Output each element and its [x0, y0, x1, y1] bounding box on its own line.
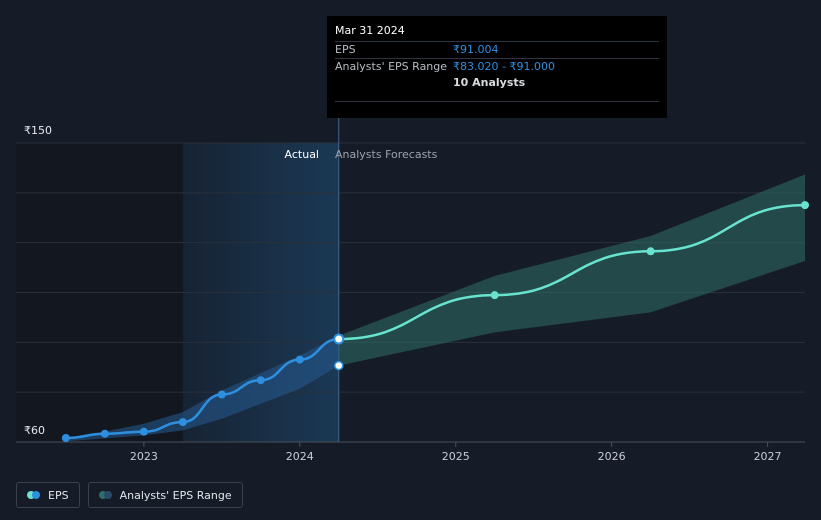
eps-point-forecast-3	[801, 201, 809, 210]
y-tick-label-top: ₹150	[24, 124, 52, 137]
actual-section-label: Actual	[285, 148, 319, 161]
eps-line-actual	[65, 337, 339, 440]
x-tick-label-4: 2027	[754, 450, 782, 463]
x-tick-label-3: 2026	[598, 450, 626, 463]
range-band-forecast	[338, 174, 805, 366]
legend-item-range[interactable]: Analysts' EPS Range	[87, 482, 243, 508]
y-tick-label-bottom: ₹60	[24, 424, 45, 437]
tooltip-date: Mar 31 2024	[335, 24, 405, 37]
tooltip-range-value: ₹83.020 - ₹91.000	[453, 60, 555, 73]
eps-line-forecast	[338, 203, 806, 341]
legend-eps-label: EPS	[48, 488, 69, 502]
eps-point-actual-3	[178, 418, 187, 427]
tooltip-eps-value: ₹91.004	[453, 43, 499, 56]
tooltip-analysts-count: 10 Analysts	[453, 76, 526, 89]
legend-item-eps[interactable]: EPS	[16, 482, 80, 508]
eps-point-actual-6	[295, 355, 304, 364]
eps-point-actual-1	[100, 429, 109, 438]
tooltip-analysts-row: 10 Analysts	[335, 75, 659, 91]
tooltip: Mar 31 2024 EPS ₹91.004 Analysts' EPS Ra…	[327, 16, 667, 118]
eps-point-actual-7	[333, 333, 345, 345]
x-tick-label-1: 2024	[286, 450, 314, 463]
eps-point-actual-5	[256, 376, 265, 385]
eps-legend-icon	[27, 491, 40, 499]
eps-point-actual-0	[61, 434, 70, 443]
eps-point-actual-4	[217, 390, 226, 399]
legend-range-label: Analysts' EPS Range	[119, 488, 232, 502]
forecast-section-label: Analysts Forecasts	[335, 148, 438, 161]
eps-point-actual-2	[139, 427, 148, 436]
x-tick-label-0: 2023	[130, 450, 158, 463]
tooltip-range-label: Analysts' EPS Range	[335, 60, 448, 73]
eps-point-forecast-1	[490, 291, 499, 300]
tooltip-eps-row: EPS ₹91.004	[335, 41, 659, 58]
x-tick-label-2: 2025	[442, 450, 470, 463]
range-low-marker-0	[334, 360, 344, 371]
range-legend-icon	[98, 491, 112, 499]
tooltip-eps-label: EPS	[335, 43, 356, 56]
range-band-actual	[65, 335, 339, 442]
chart-legend: EPS Analysts' EPS Range	[16, 482, 243, 508]
eps-point-forecast-2	[646, 247, 655, 256]
tooltip-range-row: Analysts' EPS Range ₹83.020 - ₹91.000	[335, 58, 659, 75]
